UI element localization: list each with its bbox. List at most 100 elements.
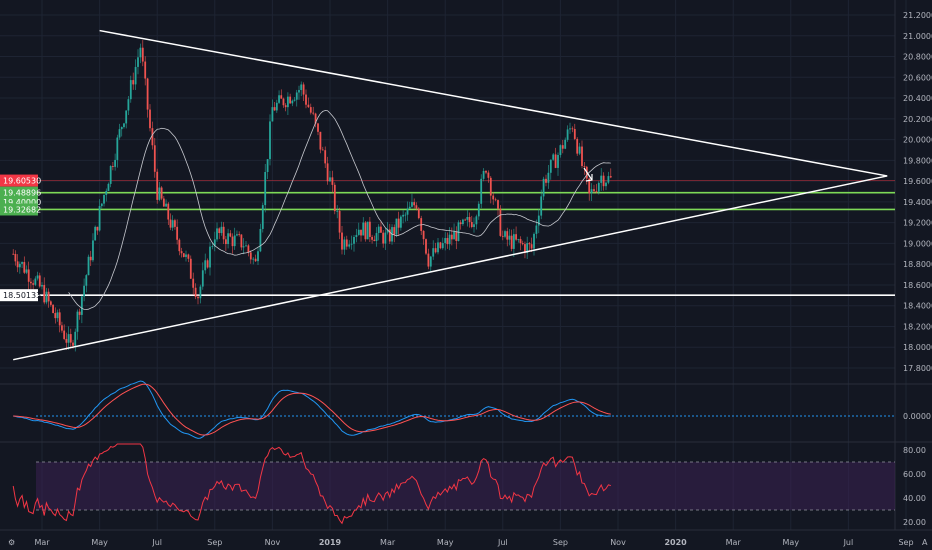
candle-body — [41, 285, 43, 287]
candle-body — [129, 80, 132, 100]
candle-body — [350, 243, 353, 245]
candle-body — [552, 154, 555, 160]
price-tick-label: 19.4000 — [903, 198, 932, 207]
rsi-band — [36, 462, 895, 510]
price-tick-label: 18.8000 — [903, 260, 932, 269]
candle-body — [69, 334, 72, 343]
candle-body — [100, 203, 103, 207]
candle-body — [411, 202, 413, 207]
candle-body — [595, 191, 598, 192]
candle-body — [362, 222, 365, 236]
candle-body — [74, 331, 77, 346]
candle-body — [406, 208, 409, 215]
candle-body — [581, 146, 583, 166]
candle-body — [111, 166, 114, 167]
price-tag-box — [0, 289, 38, 302]
candle-body — [249, 252, 252, 260]
candle-body — [72, 342, 74, 346]
candle-body — [233, 235, 236, 247]
candle-body — [125, 110, 128, 124]
time-tick-label: 2020 — [664, 538, 687, 547]
candle-body — [470, 221, 473, 228]
candle-body — [487, 172, 490, 178]
candle-body — [103, 194, 105, 204]
candle-body — [38, 275, 41, 287]
candle-body — [257, 251, 259, 262]
candle-body — [273, 107, 276, 111]
candle-body — [437, 242, 439, 253]
candle-body — [139, 47, 142, 58]
candle-body — [602, 175, 605, 187]
candle-body — [231, 236, 234, 247]
candle-body — [80, 296, 83, 315]
candle-body — [501, 235, 504, 237]
rsi-tick-label: 20.00 — [903, 518, 926, 527]
candle-body — [242, 246, 245, 248]
candle-body — [123, 123, 125, 128]
candle-body — [132, 80, 135, 85]
candle-body — [149, 109, 151, 129]
price-tick-label: 18.6000 — [903, 281, 932, 290]
price-tag-box — [0, 203, 38, 216]
trendlines — [13, 29, 888, 361]
candle-body — [564, 139, 567, 149]
price-tag-label: 19.40000 — [3, 198, 41, 207]
candle-body — [348, 244, 351, 247]
candle-body — [492, 195, 495, 200]
time-tick-label: Sep — [553, 538, 568, 547]
price-tag-label: 19.48896 — [3, 189, 41, 198]
candle-body — [116, 137, 119, 160]
candle-body — [510, 235, 513, 249]
candle-body — [489, 177, 492, 196]
candle-body — [524, 244, 526, 253]
candle-body — [364, 222, 367, 240]
candle-body — [605, 182, 607, 187]
candle-body — [535, 225, 538, 234]
candle-body — [189, 258, 192, 279]
candle-body — [224, 239, 227, 245]
candle-body — [171, 220, 174, 228]
candle-body — [600, 175, 603, 183]
candle-body — [485, 171, 487, 173]
settings-gear-icon[interactable]: ⚙ — [8, 538, 15, 547]
candle-body — [144, 61, 147, 79]
candle-body — [264, 171, 267, 206]
candle-body — [448, 234, 451, 245]
candle-body — [229, 233, 232, 237]
candle-body — [519, 239, 522, 244]
candle-body — [218, 228, 221, 234]
price-tick-label: 20.4000 — [903, 94, 932, 103]
candle-body — [395, 218, 398, 235]
candle-body — [52, 304, 54, 314]
time-tick-label: Jul — [843, 538, 854, 547]
candle-body — [533, 233, 535, 249]
candle-body — [542, 178, 545, 197]
candle-body — [222, 226, 225, 240]
candle-body — [49, 301, 52, 305]
candle-body — [309, 107, 312, 113]
candle-body — [109, 166, 112, 184]
candle-body — [329, 177, 331, 182]
candle-body — [408, 206, 411, 209]
candle-body — [96, 226, 99, 231]
candle-body — [415, 205, 418, 209]
candle-body — [201, 270, 204, 287]
candle-body — [21, 262, 23, 264]
time-tick-label: Mar — [726, 538, 742, 547]
candle-body — [180, 251, 183, 254]
candle-body — [432, 248, 435, 257]
candle-body — [61, 325, 63, 331]
candle-body — [464, 219, 467, 221]
candle-body — [583, 165, 586, 167]
auto-scale-button[interactable]: A — [922, 538, 928, 547]
candle-body — [386, 229, 389, 233]
candle-body — [512, 234, 515, 249]
candle-body — [162, 198, 165, 207]
candle-body — [259, 228, 262, 252]
candle-body — [482, 171, 485, 179]
down-right-arrow-icon — [583, 167, 593, 182]
candle-body — [307, 104, 310, 108]
time-tick-label: Nov — [610, 538, 626, 547]
candle-body — [194, 287, 197, 297]
